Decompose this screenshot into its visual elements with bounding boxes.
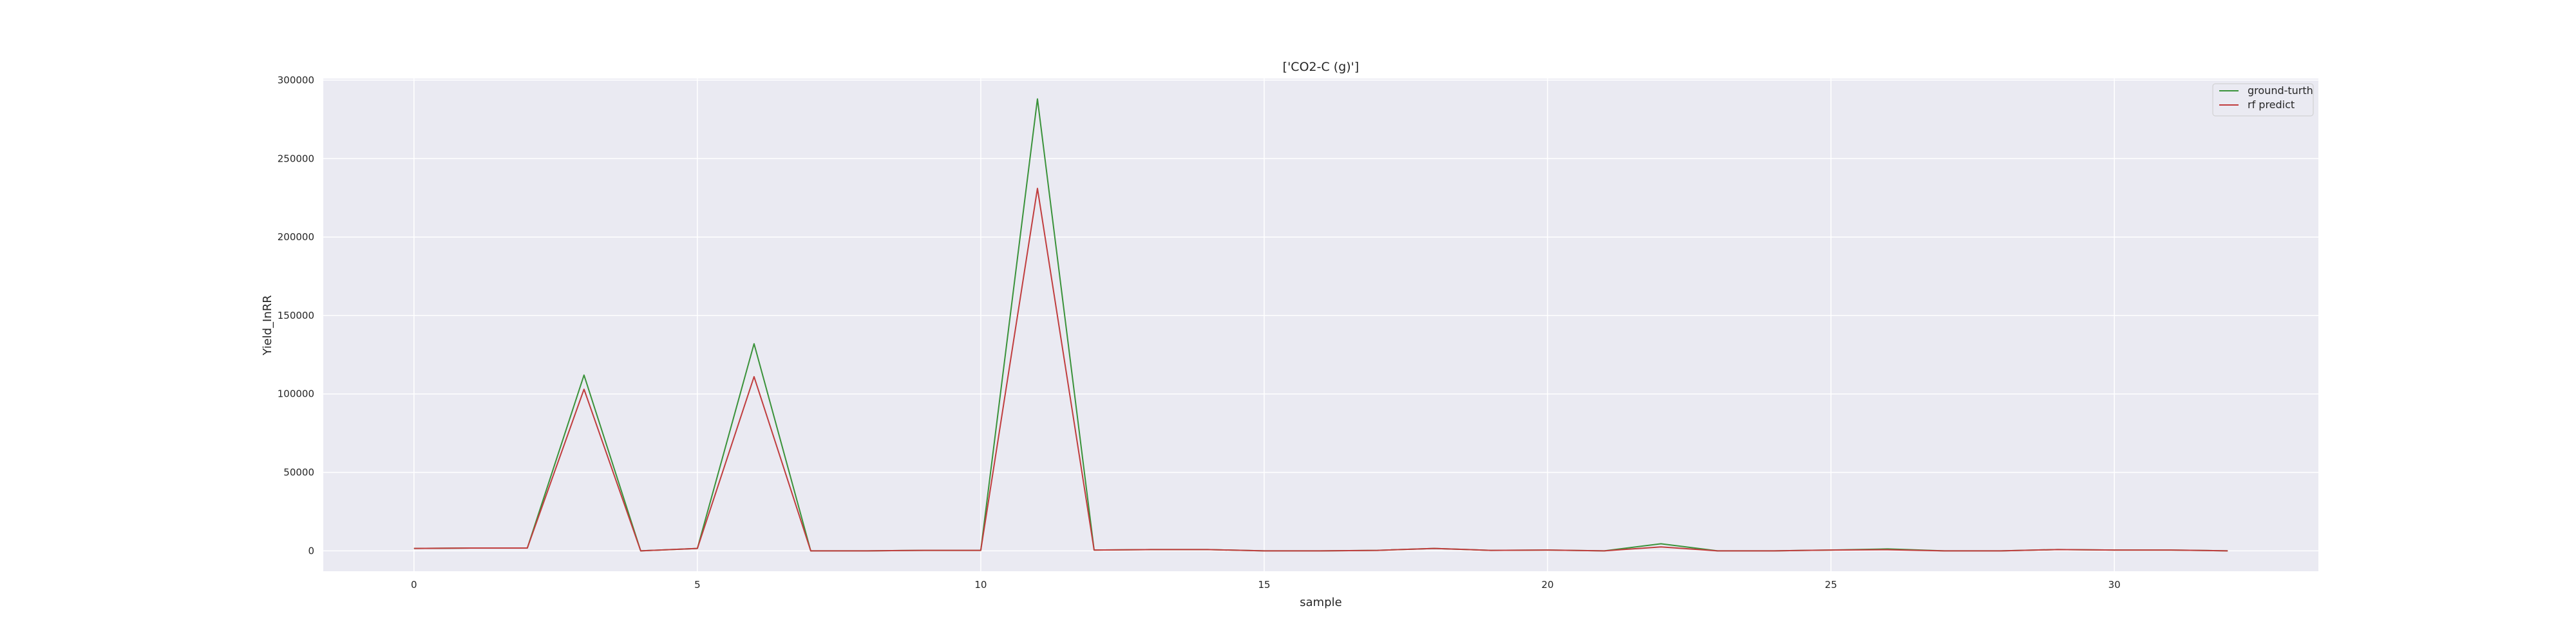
x-tick-label: 5 — [694, 579, 701, 591]
x-tick-label: 10 — [974, 579, 987, 591]
y-tick-label: 0 — [308, 545, 314, 556]
y-tick-label: 150000 — [278, 310, 314, 321]
plot-background — [323, 79, 2318, 571]
tick-labels: 0 5 10 15 20 25 30 0 50000 100000 150000 200000 2500… — [278, 74, 2121, 591]
legend-label-ground-turth: ground-turth — [2248, 84, 2313, 97]
legend-box — [2212, 83, 2314, 117]
x-axis-title: sample — [1300, 596, 1341, 609]
chart-title: ['CO2-C (g)'] — [1283, 60, 1359, 74]
x-tick-label: 25 — [1825, 579, 1837, 591]
x-tick-label: 15 — [1258, 579, 1270, 591]
y-tick-label: 300000 — [278, 74, 314, 86]
series-line-rf-predict — [413, 187, 2228, 552]
x-tick-label: 0 — [411, 579, 417, 591]
x-tick-label: 20 — [1541, 579, 1553, 591]
series-lines — [413, 98, 2228, 552]
y-tick-label: 100000 — [278, 388, 314, 400]
y-axis-title: Yield_InRR — [261, 295, 274, 356]
x-tick-label: 30 — [2108, 579, 2121, 591]
legend-label-rf-predict: rf predict — [2248, 99, 2295, 111]
y-tick-label: 250000 — [278, 153, 314, 164]
y-tick-label: 200000 — [278, 231, 314, 243]
y-tick-label: 50000 — [283, 467, 314, 478]
legend: ground-turth rf predict — [2212, 83, 2314, 117]
